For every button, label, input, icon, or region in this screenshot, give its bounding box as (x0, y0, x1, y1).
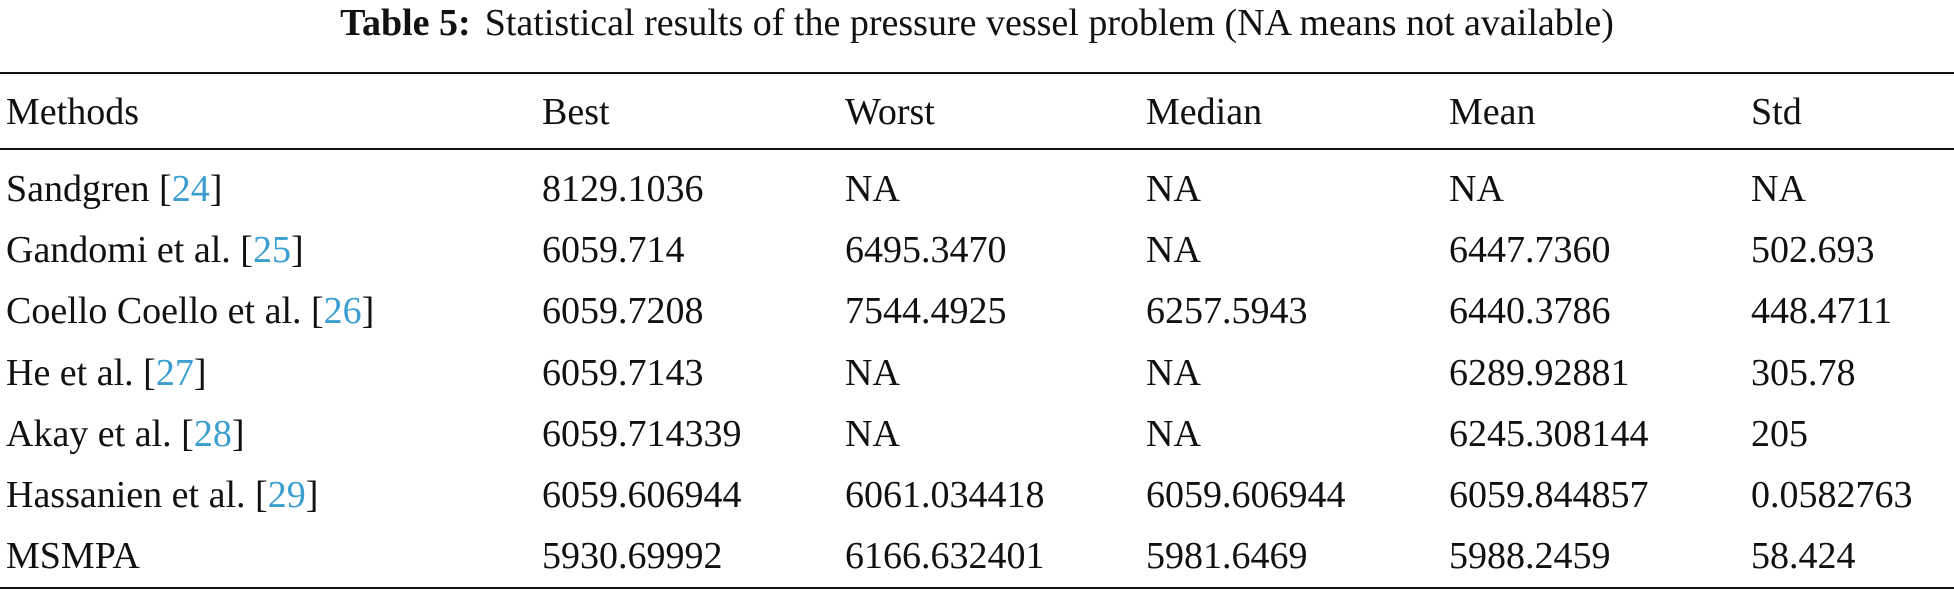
method-cell: Coello Coello et al. [26] (6, 289, 374, 333)
header-cell: Worst (845, 91, 935, 133)
value-cell: 5981.6469 (1146, 535, 1308, 578)
method-text: He et al. [ (6, 351, 156, 394)
method-text: Gandomi et al. [ (6, 229, 253, 272)
caption: Table 5: Statistical results of the press… (0, 0, 1954, 46)
method-text: ] (231, 412, 245, 455)
value-cell: 6440.3786 (1449, 290, 1611, 333)
value-cell: 448.4711 (1751, 290, 1893, 333)
value-cell: NA (1449, 168, 1504, 210)
caption-label: Table 5: (340, 2, 471, 44)
value-cell: 305.78 (1751, 351, 1856, 394)
method-text: Hassanien et al. [ (6, 474, 268, 516)
method-cell: He et al. [27] (6, 351, 206, 395)
value-cell: 7544.4925 (845, 290, 1007, 333)
value-cell: 5988.2459 (1449, 535, 1611, 578)
value-cell: 6059.714339 (542, 412, 742, 455)
header-cell: Mean (1449, 91, 1536, 133)
bottom-rule (0, 587, 1954, 589)
value-cell: 6059.606944 (542, 474, 742, 516)
header-cell: Std (1751, 91, 1802, 133)
reference: 25 (252, 229, 291, 272)
value-cell: NA (845, 168, 900, 210)
value-cell: 6059.606944 (1146, 474, 1346, 516)
method-text: MSMPA (6, 535, 140, 578)
method-text: ] (361, 290, 375, 333)
reference: 28 (193, 412, 232, 455)
reference: 26 (323, 290, 362, 333)
value-cell: NA (1146, 229, 1201, 272)
value-cell: NA (845, 412, 900, 455)
header-cell: Best (542, 91, 610, 133)
method-text: ] (193, 351, 207, 394)
header-cell: Methods (6, 91, 139, 133)
value-cell: 6245.308144 (1449, 412, 1649, 455)
value-cell: NA (1146, 412, 1201, 455)
mid-rule (0, 148, 1954, 150)
caption-text: Statistical results of the pressure vess… (484, 2, 1614, 44)
method-text: Sandgren [ (6, 168, 172, 210)
value-cell: 6257.5943 (1146, 290, 1308, 333)
top-rule (0, 72, 1954, 74)
reference: 24 (171, 168, 210, 210)
value-cell: 6447.7360 (1449, 229, 1611, 272)
method-text: ] (290, 229, 304, 272)
value-cell: NA (1751, 168, 1806, 210)
value-cell: 6059.7208 (542, 290, 704, 333)
value-cell: 6061.034418 (845, 474, 1045, 516)
value-cell: 6289.92881 (1449, 351, 1630, 394)
value-cell: 6495.3470 (845, 229, 1007, 272)
value-cell: 5930.69992 (542, 535, 723, 578)
value-cell: 6059.844857 (1449, 474, 1649, 516)
value-cell: NA (1146, 351, 1201, 394)
method-text: ] (305, 474, 319, 516)
value-cell: 502.693 (1751, 229, 1875, 272)
reference: 29 (267, 474, 306, 516)
method-text: Coello Coello et al. [ (6, 290, 324, 333)
value-cell: 6059.714 (542, 229, 685, 272)
value-cell: 205 (1751, 412, 1808, 455)
method-text: ] (209, 168, 223, 210)
method-cell: Sandgren [24] (6, 167, 222, 211)
method-cell: Gandomi et al. [25] (6, 228, 304, 272)
method-cell: Hassanien et al. [29] (6, 473, 318, 517)
method-cell: Akay et al. [28] (6, 412, 244, 456)
value-cell: 6059.7143 (542, 351, 704, 394)
header-cell: Median (1146, 91, 1263, 133)
method-text: Akay et al. [ (6, 412, 194, 455)
value-cell: 0.0582763 (1751, 474, 1913, 516)
method-cell: MSMPA (6, 534, 140, 578)
value-cell: 58.424 (1751, 535, 1856, 578)
value-cell: NA (845, 351, 900, 394)
value-cell: NA (1146, 168, 1201, 210)
value-cell: 6166.632401 (845, 535, 1045, 578)
value-cell: 8129.1036 (542, 168, 704, 210)
reference: 27 (155, 351, 194, 394)
